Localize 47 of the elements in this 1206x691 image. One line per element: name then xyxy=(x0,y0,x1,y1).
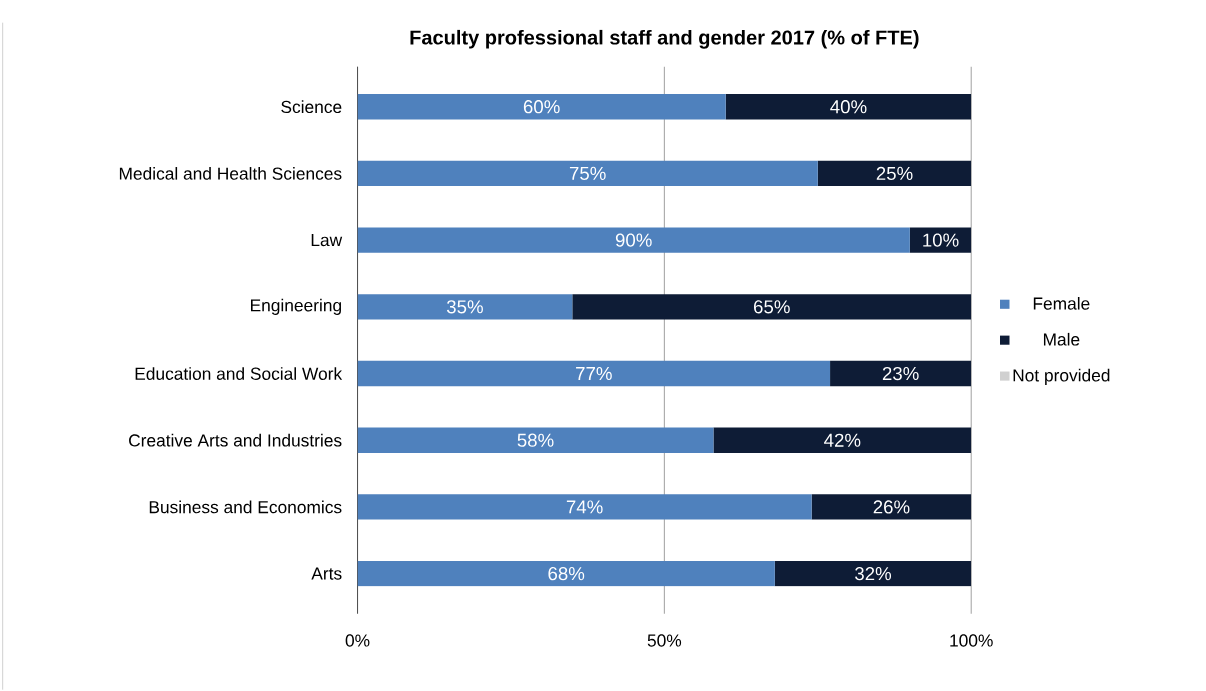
y-tick-label: Engineering xyxy=(251,298,342,315)
data-label: 23% xyxy=(882,366,919,381)
bar xyxy=(357,360,831,387)
bar xyxy=(357,160,818,187)
data-label: 75% xyxy=(569,166,606,180)
bar xyxy=(357,427,714,453)
bar xyxy=(830,360,972,387)
y-tick-label: Creative Arts and Industries xyxy=(129,433,342,447)
bar xyxy=(357,294,573,320)
data-label: 58% xyxy=(517,433,554,447)
data-label: 90% xyxy=(615,233,652,247)
data-label: 68% xyxy=(548,566,585,581)
data-label: 32% xyxy=(855,566,892,581)
chart-title: Faculty professional staff and gender 2017 (% of FTE) xyxy=(410,29,919,49)
x-tick-label: 0% xyxy=(345,634,370,647)
y-tick-label: Education and Social Work xyxy=(135,367,343,380)
y-tick-label: Medical and Health Sciences xyxy=(119,167,342,180)
legend-label: Not provided xyxy=(1013,368,1110,385)
data-label: 40% xyxy=(830,100,867,114)
data-label: 26% xyxy=(873,500,910,514)
data-label: 60% xyxy=(523,100,560,114)
x-tick-label: 50% xyxy=(647,634,682,647)
data-label: 74% xyxy=(566,500,603,514)
bar xyxy=(357,227,910,253)
bar xyxy=(817,160,972,187)
legend-label: Male xyxy=(1043,332,1080,346)
data-label: 42% xyxy=(824,433,861,447)
data-label: 25% xyxy=(876,166,913,181)
bar xyxy=(572,294,972,320)
bar xyxy=(357,94,726,120)
x-tick-label: 100% xyxy=(950,634,993,647)
bar xyxy=(811,494,972,520)
y-tick-label: Business and Economics xyxy=(149,500,342,514)
y-tick-label: Science xyxy=(281,100,342,114)
data-label: 65% xyxy=(754,300,790,314)
bar xyxy=(357,494,812,520)
bar xyxy=(357,560,775,587)
data-label: 77% xyxy=(576,366,612,381)
bar xyxy=(725,94,972,120)
legend-label: Female xyxy=(1033,296,1090,310)
data-label: 35% xyxy=(446,300,483,314)
y-tick-label: Arts xyxy=(311,567,342,580)
y-tick-label: Law xyxy=(311,234,343,247)
data-label: 10% xyxy=(923,233,959,247)
bar xyxy=(909,227,972,253)
bar xyxy=(713,427,972,453)
bar xyxy=(774,560,972,587)
